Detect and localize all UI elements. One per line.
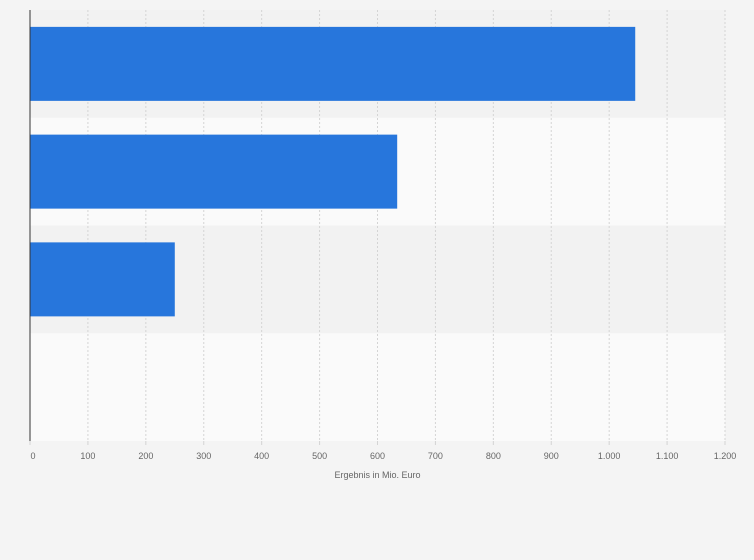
x-tick-label: 900: [544, 451, 559, 461]
bars: [30, 26, 636, 317]
x-tick-label: 600: [370, 451, 385, 461]
bar[interactable]: [30, 242, 175, 317]
x-tick-label: 1.100: [656, 451, 679, 461]
x-tick-label: 200: [138, 451, 153, 461]
bar[interactable]: [30, 26, 636, 101]
x-tick-label: 0: [30, 451, 35, 461]
bar[interactable]: [30, 134, 398, 209]
x-tick-label: 800: [486, 451, 501, 461]
x-tick-label: 1.000: [598, 451, 621, 461]
x-tick-label: 100: [80, 451, 95, 461]
x-axis-title: Ergebnis in Mio. Euro: [334, 470, 420, 480]
x-tick-label: 500: [312, 451, 327, 461]
x-tick-label: 300: [196, 451, 211, 461]
x-tick-label: 700: [428, 451, 443, 461]
x-axis-ticks: 0 100 200 300 400 500 600 700 800 900 1.000 1.100 1.…: [29, 441, 737, 461]
x-tick-label: 1.200: [714, 451, 737, 461]
x-tick-label: 400: [254, 451, 269, 461]
